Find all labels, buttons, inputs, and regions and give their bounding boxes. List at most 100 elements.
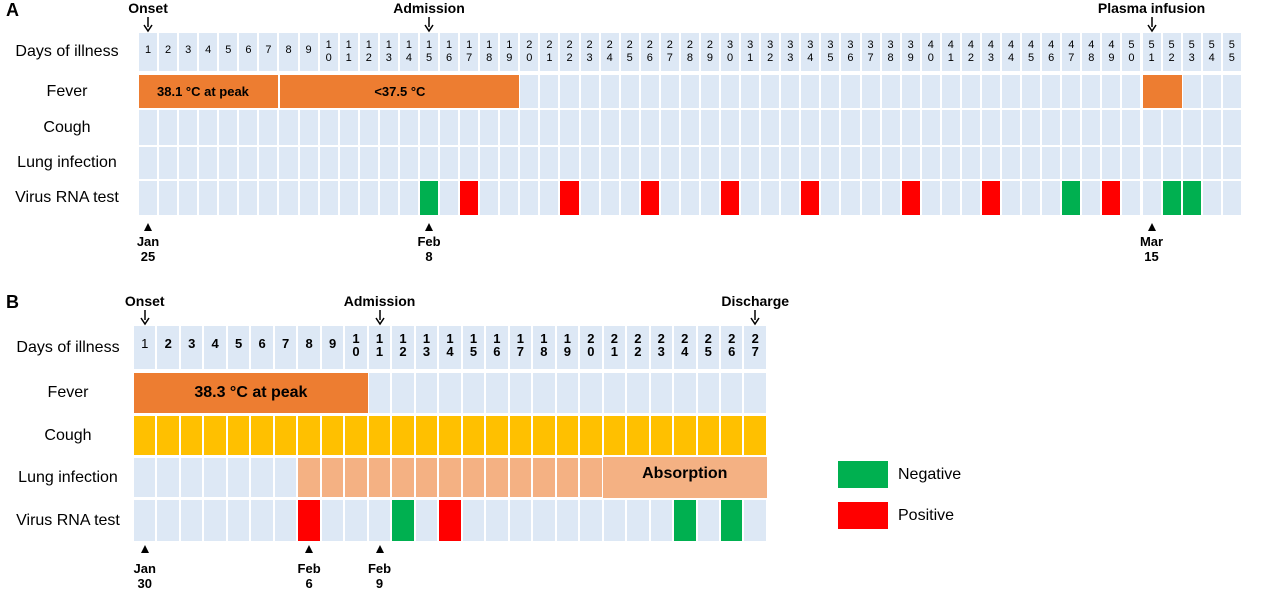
grid-cell <box>1001 146 1022 180</box>
grid-cell <box>699 146 721 180</box>
grid-cell <box>461 499 486 542</box>
lung-infection-cell <box>673 457 697 498</box>
date-day: 15 <box>1144 249 1159 264</box>
day-number: 2 6 <box>728 331 736 359</box>
rna-test-negative <box>674 500 696 541</box>
day-number: 2 3 <box>657 331 665 359</box>
grid-cell <box>659 109 680 146</box>
grid-cell <box>1201 109 1222 146</box>
grid-cell <box>178 109 199 146</box>
grid-cell <box>840 32 861 72</box>
grid-cell <box>218 146 239 180</box>
grid-cell <box>198 180 219 216</box>
lung-infection-cell <box>626 457 650 498</box>
date-month: Feb <box>367 561 392 576</box>
day-number: 2 4 <box>681 331 689 359</box>
grid-cell <box>178 180 199 216</box>
grid-cell <box>519 146 540 180</box>
grid-cell <box>1121 74 1142 109</box>
day-number: 1 8 <box>540 331 548 359</box>
lung-infection-cell <box>649 457 674 498</box>
down-arrow-icon <box>424 17 434 33</box>
grid-cell <box>273 325 298 370</box>
grid-cell <box>649 325 674 370</box>
grid-cell <box>800 32 821 72</box>
grid-cell <box>720 74 741 109</box>
grid-cell <box>156 325 180 370</box>
grid-cell <box>250 325 274 370</box>
grid-cell <box>1181 146 1202 180</box>
grid-cell <box>298 109 319 146</box>
cough-cell <box>602 415 627 456</box>
grid-cell <box>198 146 219 180</box>
grid-cell <box>840 146 861 180</box>
grid-cell <box>398 180 419 216</box>
grid-cell <box>156 499 180 542</box>
cough-cell <box>320 415 345 456</box>
grid-cell <box>740 32 761 72</box>
day-number: 2 7 <box>666 39 673 64</box>
grid-cell <box>696 499 720 542</box>
grid-cell <box>499 109 520 146</box>
day-number: 1 <box>144 44 152 56</box>
grid-cell <box>960 109 981 146</box>
lung-infection-cell <box>508 457 533 498</box>
day-number: 2 2 <box>566 39 573 64</box>
grid-cell <box>980 146 1001 180</box>
grid-cell <box>980 32 1001 72</box>
cough-cell <box>414 415 439 456</box>
grid-cell <box>338 109 359 146</box>
grid-cell <box>1101 146 1122 180</box>
grid-cell <box>740 146 761 180</box>
day-number: 2 5 <box>626 39 633 64</box>
grid-cell <box>602 325 627 370</box>
grid-cell <box>367 325 392 370</box>
rna-test-negative <box>392 500 414 541</box>
grid-cell <box>367 499 392 542</box>
day-number: 4 <box>211 336 219 351</box>
grid-cell <box>179 499 204 542</box>
grid-cell <box>226 499 251 542</box>
grid-cell <box>250 457 274 498</box>
grid-cell <box>318 180 339 216</box>
grid-cell <box>960 74 981 109</box>
grid-cell <box>1221 146 1242 180</box>
grid-cell <box>439 32 460 72</box>
date-month: Jan <box>133 561 156 576</box>
grid-cell <box>696 372 720 414</box>
grid-cell <box>133 325 157 370</box>
day-number: 4 0 <box>927 39 934 64</box>
legend-swatch-negative <box>838 461 888 488</box>
day-number: 4 8 <box>1088 39 1095 64</box>
grid-cell <box>649 372 674 414</box>
day-number: 3 5 <box>827 39 834 64</box>
grid-cell <box>1021 180 1042 216</box>
grid-cell <box>659 74 680 109</box>
grid-cell <box>1041 109 1062 146</box>
grid-cell <box>508 372 533 414</box>
grid-cell <box>555 372 580 414</box>
grid-cell <box>479 146 500 180</box>
day-number: 2 9 <box>706 39 714 64</box>
lung-infection-cell <box>555 457 580 498</box>
grid-cell <box>226 457 251 498</box>
day-number: 2 3 <box>586 39 593 64</box>
grid-cell <box>639 32 660 72</box>
day-number: 1 2 <box>399 331 407 359</box>
grid-cell <box>559 109 580 146</box>
down-arrow-icon <box>1146 17 1157 33</box>
day-number: 1 1 <box>375 331 384 359</box>
grid-cell <box>138 109 159 146</box>
grid-cell <box>1141 109 1162 146</box>
grid-cell <box>203 499 227 542</box>
grid-cell <box>519 180 540 216</box>
grid-cell <box>820 146 841 180</box>
grid-cell <box>226 325 251 370</box>
grid-cell <box>880 146 901 180</box>
cough-cell <box>696 415 720 456</box>
grid-cell <box>696 325 720 370</box>
grid-cell <box>439 180 460 216</box>
date-label: Feb 9 <box>368 561 391 591</box>
day-number: 1 4 <box>446 331 454 359</box>
grid-cell <box>602 372 627 414</box>
